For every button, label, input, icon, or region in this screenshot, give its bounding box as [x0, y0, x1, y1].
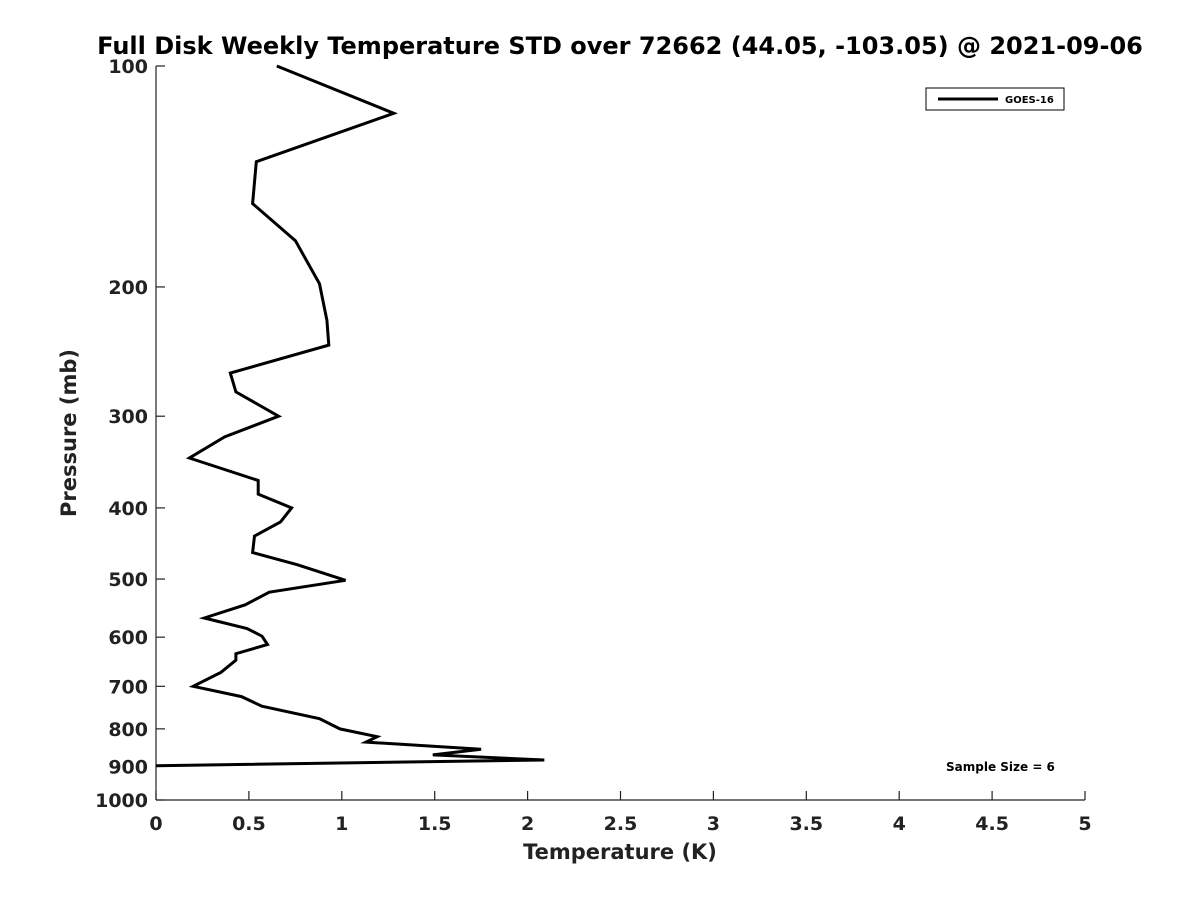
x-tick-label: 0	[149, 813, 162, 835]
x-tick-label: 4	[893, 813, 906, 835]
y-axis-ticks: 100 200 300 400 500 600 700 800 900 1000	[95, 56, 165, 812]
x-tick-label: 3.5	[789, 813, 823, 835]
y-tick-label: 900	[108, 756, 148, 778]
x-axis-ticks: 0 0.5 1 1.5 2 2.5 3 3.5 4 4.5 5	[149, 791, 1092, 835]
y-tick-label: 600	[108, 627, 148, 649]
chart-title: Full Disk Weekly Temperature STD over 72…	[97, 32, 1143, 60]
x-tick-label: 4.5	[975, 813, 1009, 835]
y-tick-label: 1000	[95, 790, 148, 812]
y-axis-label: Pressure (mb)	[57, 349, 81, 517]
x-tick-label: 0.5	[232, 813, 266, 835]
x-tick-label: 3	[707, 813, 720, 835]
legend: GOES-16	[925, 87, 1065, 111]
y-tick-label: 700	[108, 676, 148, 698]
x-tick-label: 5	[1078, 813, 1091, 835]
y-tick-label: 300	[108, 406, 148, 428]
x-tick-label: 1.5	[418, 813, 452, 835]
y-tick-label: 400	[108, 498, 148, 520]
y-tick-label: 200	[108, 277, 148, 299]
x-tick-label: 2	[521, 813, 534, 835]
y-tick-label: 500	[108, 569, 148, 591]
plot-area: 0 0.5 1 1.5 2 2.5 3 3.5 4 4.5 5 100 200 300 400 500 600…	[95, 56, 1092, 835]
x-axis-label: Temperature (K)	[523, 840, 717, 864]
x-tick-label: 1	[335, 813, 348, 835]
x-tick-label: 2.5	[604, 813, 638, 835]
series-line-goes-16	[155, 64, 545, 768]
legend-label: GOES-16	[1005, 95, 1054, 106]
y-tick-label: 100	[108, 56, 148, 78]
y-tick-label: 800	[108, 719, 148, 741]
sample-size-annotation: Sample Size = 6	[946, 760, 1055, 774]
